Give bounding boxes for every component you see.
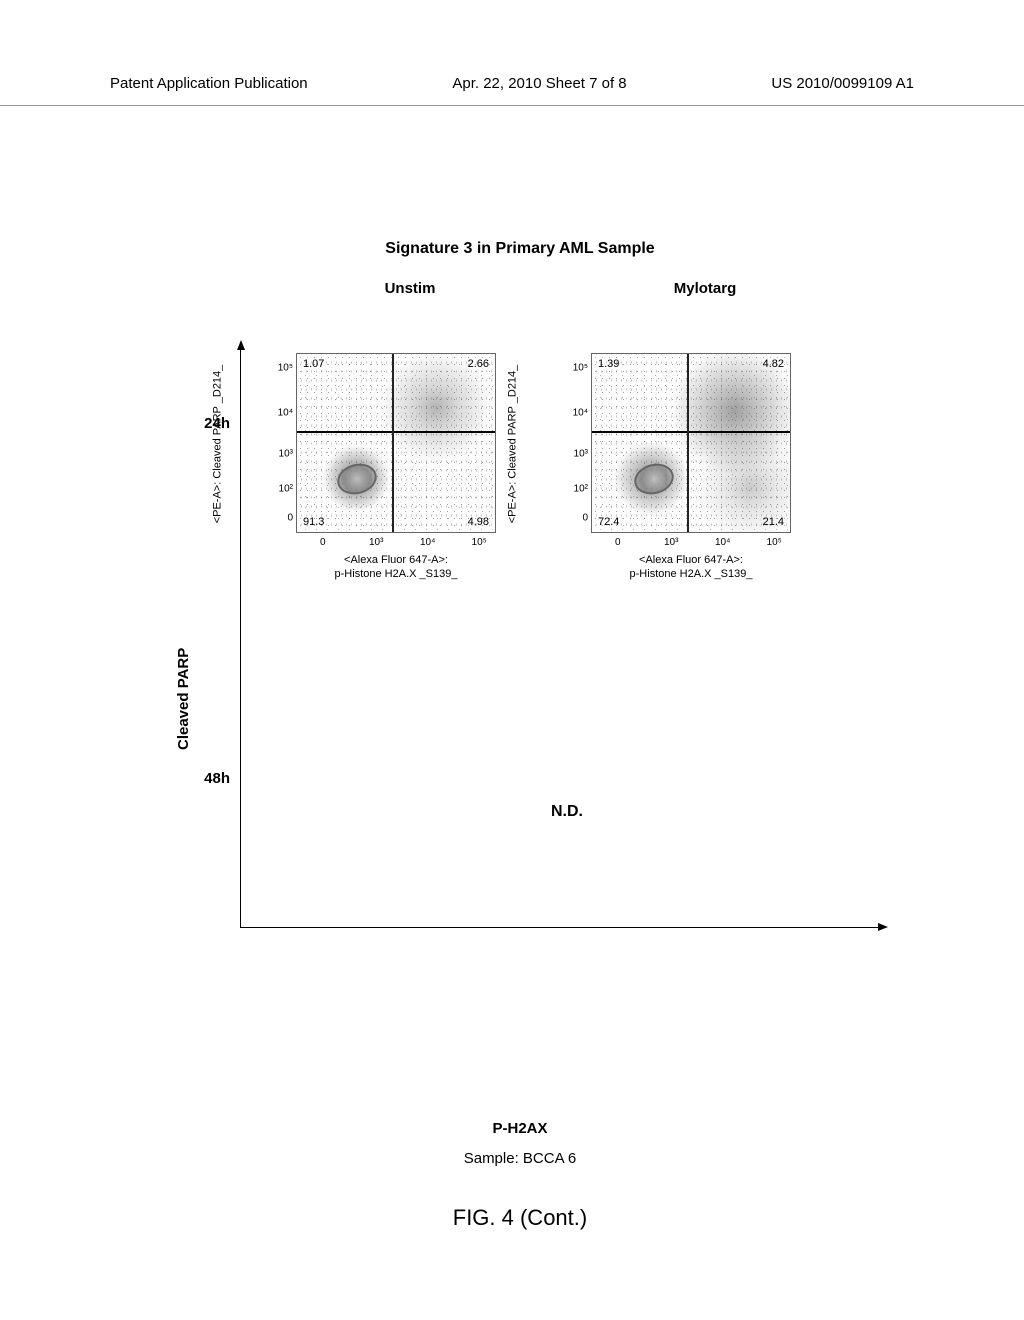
global-x-axis-label: P-H2AX — [130, 1120, 910, 1137]
quadrant-q2: 4.82 — [763, 358, 784, 370]
figure-container: Signature 3 in Primary AML Sample Unstim… — [130, 240, 910, 863]
x-tick: 10³ — [369, 537, 383, 548]
y-tick: 0 — [564, 512, 588, 523]
row-label-48h: 48h — [150, 770, 230, 787]
panel-y-axis-label: <PE-A>: Cleaved PARP _D214_ — [422, 354, 602, 534]
y-tick: 10² — [269, 484, 293, 495]
x-tick: 10⁵ — [767, 537, 782, 548]
column-header-mylotarg: Mylotarg — [575, 280, 835, 297]
horizontal-gate — [592, 431, 790, 433]
y-tick: 10³ — [269, 448, 293, 459]
x-tick: 10⁴ — [420, 537, 435, 548]
quadrant-q1: 1.07 — [303, 358, 324, 370]
scatter-plot-mylotarg-24h: <PE-A>: Cleaved PARP _D214_ 1.39 4.82 72… — [591, 353, 791, 533]
sample-label: Sample: BCCA 6 — [130, 1150, 910, 1167]
y-tick: 10⁴ — [564, 407, 588, 418]
quadrant-q3: 72.4 — [598, 516, 619, 528]
x-tick: 0 — [615, 537, 621, 548]
scatter-cloud — [592, 354, 790, 532]
y-tick: 10⁵ — [269, 363, 293, 374]
panel-y-axis-label: <PE-A>: Cleaved PARP _D214_ — [127, 354, 307, 534]
nd-label: N.D. — [551, 803, 583, 821]
vertical-gate — [392, 354, 394, 532]
x-tick: 10⁵ — [472, 537, 487, 548]
figure-title: Signature 3 in Primary AML Sample — [130, 240, 910, 258]
x-tick: 0 — [320, 537, 326, 548]
figure-frame: <PE-A>: Cleaved PARP _D214_ 1.07 2.66 91… — [240, 348, 880, 928]
quadrant-q1: 1.39 — [598, 358, 619, 370]
header-center: Apr. 22, 2010 Sheet 7 of 8 — [452, 75, 626, 92]
x-tick: 10³ — [664, 537, 678, 548]
y-tick: 10⁴ — [269, 407, 293, 418]
header-left: Patent Application Publication — [110, 75, 308, 92]
x-axis-arrow-icon — [878, 923, 888, 931]
header-divider — [0, 105, 1024, 106]
panel-x-axis-label: <Alexa Fluor 647-A>: p-Histone H2A.X _S1… — [591, 553, 791, 582]
figure-caption: FIG. 4 (Cont.) — [130, 1205, 910, 1231]
global-y-axis-label: Cleaved PARP — [175, 648, 192, 750]
header-right: US 2010/0099109 A1 — [771, 75, 914, 92]
y-tick: 10⁵ — [564, 363, 588, 374]
x-tick: 10⁴ — [715, 537, 730, 548]
y-tick: 10³ — [564, 448, 588, 459]
scatter-panel-mylotarg-24h: <PE-A>: Cleaved PARP _D214_ 1.39 4.82 72… — [551, 353, 811, 582]
column-header-unstim: Unstim — [280, 280, 540, 297]
y-tick: 10² — [564, 484, 588, 495]
quadrant-q4: 21.4 — [763, 516, 784, 528]
page-header: Patent Application Publication Apr. 22, … — [0, 75, 1024, 92]
quadrant-q3: 91.3 — [303, 516, 324, 528]
vertical-gate — [687, 354, 689, 532]
y-tick: 0 — [269, 512, 293, 523]
y-axis-arrow-icon — [237, 340, 245, 350]
panel-x-axis-label: <Alexa Fluor 647-A>: p-Histone H2A.X _S1… — [296, 553, 496, 582]
